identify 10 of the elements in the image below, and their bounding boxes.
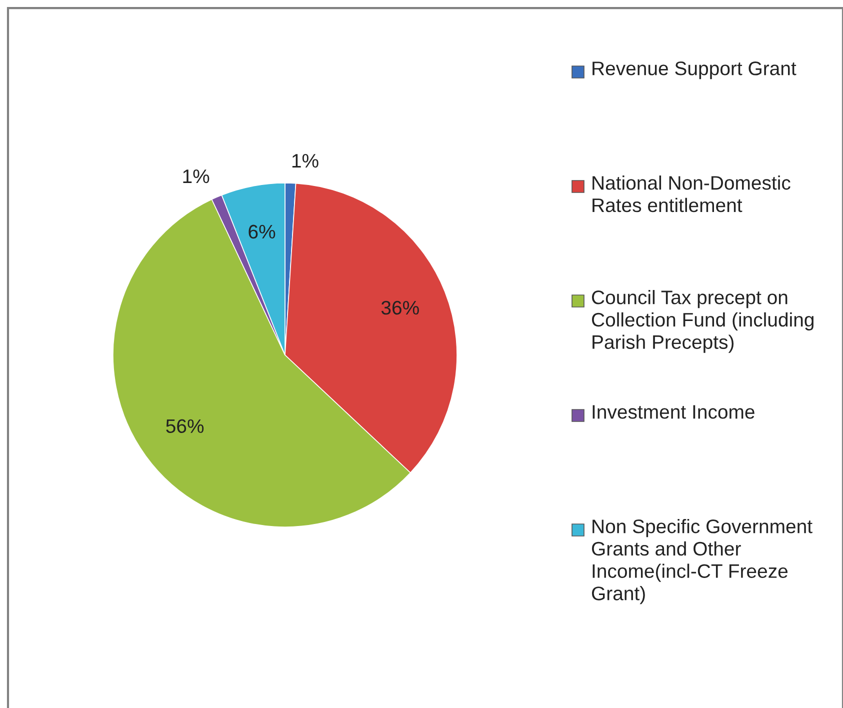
data-label: 36% xyxy=(381,300,419,315)
data-label: 6% xyxy=(248,224,276,239)
data-label: 56% xyxy=(166,419,204,434)
legend-label: Council Tax precept on Collection Fund (including Parish Precepts) xyxy=(592,290,814,353)
legend-label: Non Specific Government Grants and Other Income(incl-CT Freeze Grant) xyxy=(592,519,812,604)
legend-label: National Non-Domestic Rates entitlement xyxy=(592,176,790,212)
data-label: 1% xyxy=(292,154,318,168)
data-label: 1% xyxy=(183,169,210,184)
legend-label: Investment Income xyxy=(592,405,754,419)
legend-label: Revenue Support Grant xyxy=(592,62,796,80)
